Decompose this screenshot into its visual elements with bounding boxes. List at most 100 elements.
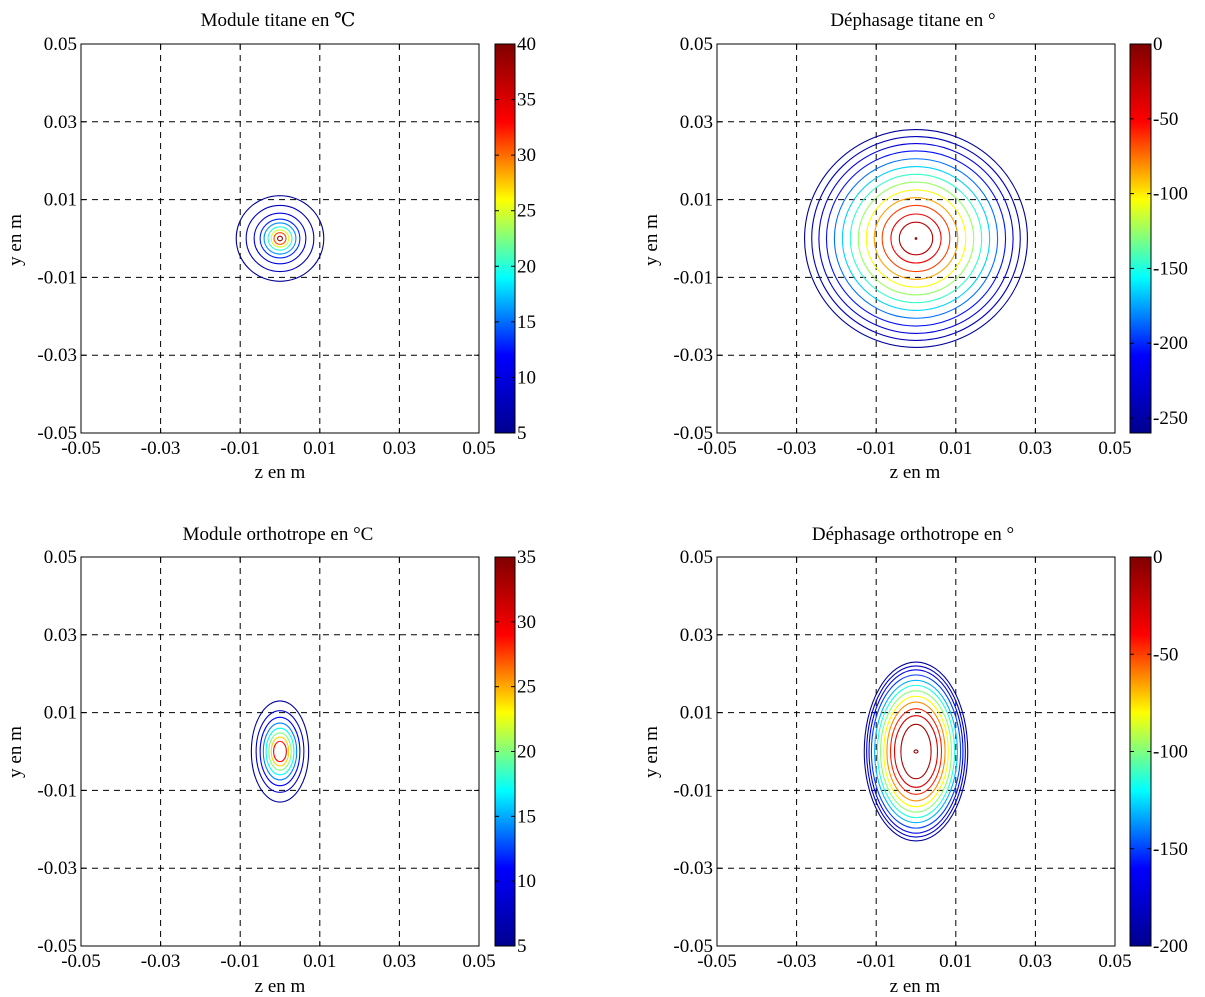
- contour-line: [818, 143, 1014, 334]
- x-tick-label: 0.05: [1098, 438, 1131, 459]
- x-tick-label: 0.05: [1098, 951, 1131, 972]
- colorbar-tick-label: -250: [1153, 408, 1188, 429]
- y-tick-label: 0.01: [44, 703, 77, 724]
- axes-box: [80, 43, 480, 434]
- y-tick-label: -0.03: [673, 858, 713, 879]
- chart-title: Module orthotrope en °C: [183, 524, 374, 545]
- y-tick-label: -0.01: [673, 267, 713, 288]
- y-tick-label: -0.01: [37, 267, 77, 288]
- contour-line: [273, 740, 287, 763]
- x-tick-label: 0.01: [939, 951, 972, 972]
- colorbar-tick-label: 5: [517, 936, 527, 957]
- contour-line: [263, 222, 297, 255]
- colorbar-tick-label: 15: [517, 312, 536, 333]
- x-axis-label: z en m: [255, 462, 306, 483]
- colorbar-tick-label: -200: [1153, 936, 1188, 957]
- x-tick-label: -0.03: [777, 438, 817, 459]
- contour-line: [250, 700, 310, 803]
- chart-title: Déphasage titane en °: [830, 10, 995, 31]
- colorbar-tick-label: 20: [517, 742, 536, 763]
- plot-area: [717, 557, 1115, 946]
- y-tick-label: -0.01: [673, 780, 713, 801]
- x-tick-label: -0.01: [220, 438, 260, 459]
- x-tick-label: 0.01: [303, 951, 336, 972]
- colorbar-tick-label: 25: [517, 677, 536, 698]
- contour-line: [270, 736, 290, 767]
- x-axis-label: z en m: [890, 976, 941, 997]
- x-tick-label: -0.05: [61, 438, 101, 459]
- contour-line: [889, 708, 943, 795]
- colorbar-tick-label: -50: [1153, 109, 1178, 130]
- y-tick-label: -0.01: [37, 780, 77, 801]
- y-tick-label: 0.01: [44, 190, 77, 211]
- contour-line: [914, 237, 918, 240]
- colorbar-tick-label: -150: [1153, 258, 1188, 279]
- x-tick-label: -0.01: [856, 438, 896, 459]
- contour-line: [890, 213, 942, 264]
- x-tick-label: -0.03: [141, 951, 181, 972]
- x-tick-label: 0.05: [462, 951, 495, 972]
- contour-line: [833, 158, 999, 319]
- panel-module-orthotrope: Module orthotrope en °C -0.05 -0.03 -0.01 0…: [5, 524, 536, 997]
- y-tick-label: 0.03: [44, 112, 77, 133]
- y-axis-label: y en m: [5, 214, 26, 266]
- contour-line: [881, 204, 951, 273]
- x-tick-label: -0.01: [856, 951, 896, 972]
- axes-box: [80, 556, 480, 947]
- contour-line: [883, 695, 949, 808]
- colorbar-tick-label: -100: [1153, 184, 1188, 205]
- y-tick-label: -0.05: [673, 423, 713, 444]
- y-tick-label: -0.05: [673, 936, 713, 957]
- contour-line: [900, 723, 932, 780]
- contour-line: [277, 235, 283, 242]
- x-tick-label: -0.05: [697, 951, 737, 972]
- contour-line: [273, 232, 287, 245]
- x-tick-label: 0.01: [939, 438, 972, 459]
- y-axis-label: y en m: [5, 726, 26, 778]
- colorbar-tick-label: 25: [517, 201, 536, 222]
- colorbar-tick-label: 0: [1153, 34, 1163, 55]
- y-tick-label: -0.03: [37, 345, 77, 366]
- colorbar-tick-label: 30: [517, 612, 536, 633]
- contour-line: [876, 684, 956, 819]
- contour-line: [245, 204, 315, 273]
- contour-line: [898, 221, 934, 256]
- contour-line: [259, 218, 301, 259]
- contour-line: [235, 195, 325, 282]
- x-tick-label: 0.03: [1019, 951, 1052, 972]
- x-tick-label: -0.01: [220, 951, 260, 972]
- contour-line: [873, 197, 959, 280]
- plot-area: [81, 44, 479, 433]
- contour-line: [804, 129, 1028, 348]
- y-tick-label: -0.03: [673, 345, 713, 366]
- contour-line: [863, 661, 969, 842]
- contour-line: [880, 690, 952, 813]
- y-tick-label: 0.03: [680, 112, 713, 133]
- contour-line: [265, 727, 295, 776]
- colorbar: [1130, 44, 1151, 433]
- x-tick-label: 0.03: [1019, 438, 1052, 459]
- x-axis-label: z en m: [255, 976, 306, 997]
- y-tick-label: 0.05: [44, 34, 77, 55]
- y-tick-label: 0.03: [44, 625, 77, 646]
- contour-line: [811, 136, 1021, 341]
- contour-line: [259, 716, 301, 787]
- colorbar: [495, 44, 515, 433]
- contour-line: [857, 181, 975, 296]
- contour-line: [255, 710, 305, 793]
- contour-line: [868, 669, 964, 834]
- colorbar-tick-label: 0: [1153, 547, 1163, 568]
- x-tick-label: 0.03: [383, 951, 416, 972]
- plot-area: [717, 44, 1115, 433]
- y-axis-label: y en m: [641, 726, 662, 778]
- colorbar-frame: [1129, 43, 1152, 434]
- colorbar-tick-label: 40: [517, 34, 536, 55]
- x-tick-label: -0.05: [697, 438, 737, 459]
- colorbar-tick-label: 10: [517, 367, 536, 388]
- y-tick-label: -0.05: [37, 936, 77, 957]
- contour-line: [841, 165, 991, 312]
- chart-title: Module titane en ℃: [201, 10, 356, 31]
- contour-line: [270, 229, 290, 248]
- y-tick-label: 0.05: [680, 547, 713, 568]
